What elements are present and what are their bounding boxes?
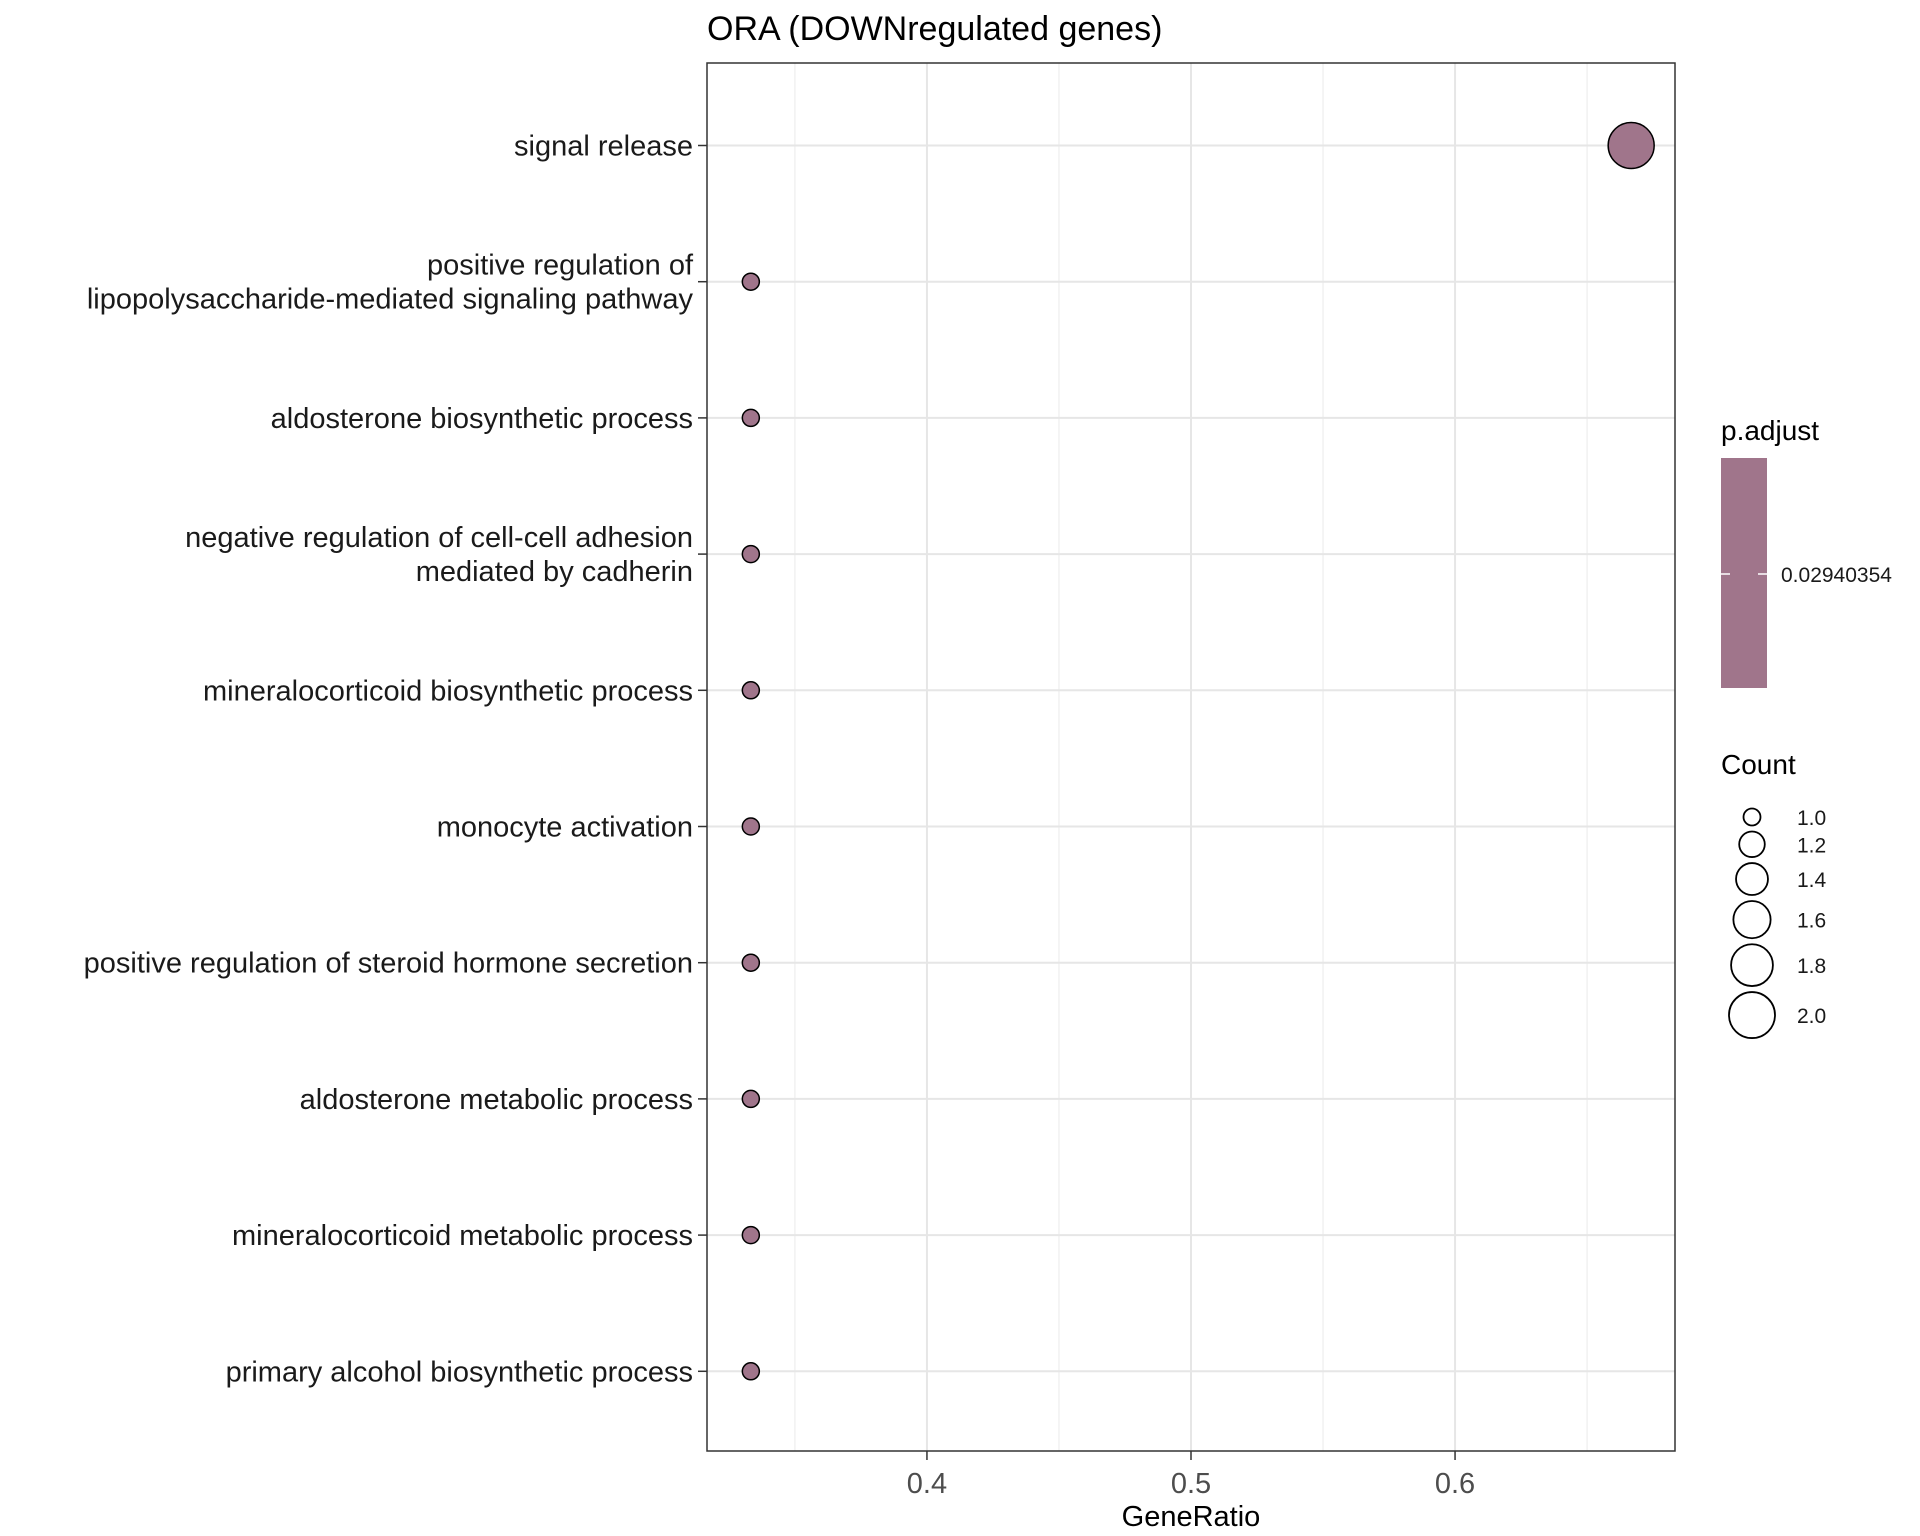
x-tick-label: 0.4 [907,1468,947,1500]
data-point [741,408,761,428]
y-tick-label: negative regulation of cell-cell adhesio… [185,522,693,554]
data-point [741,1225,761,1245]
grid [707,63,1675,1451]
size-legend-label: 1.2 [1797,834,1826,857]
size-legend-key [1728,991,1776,1039]
data-point [741,681,761,700]
size-legend-key [1742,807,1762,827]
y-tick-label: primary alcohol biosynthetic process [226,1356,693,1388]
y-tick-label: positive regulation of steroid hormone s… [84,948,693,980]
y-tick-label: aldosterone biosynthetic process [271,403,693,435]
chart-title: ORA (DOWNregulated genes) [707,10,1162,48]
size-legend-label: 1.8 [1797,955,1826,978]
color-legend-bar [1721,458,1767,688]
data-point [741,817,761,836]
size-legend-label: 2.0 [1797,1005,1826,1028]
size-legend: Count 1.0 1.2 1.4 1.6 1.8 2.0 [1721,749,1827,1039]
size-legend-key [1735,862,1769,896]
color-legend: p.adjust 0.02940354 [1721,415,1892,688]
y-tick-label: mineralocorticoid biosynthetic process [203,675,693,707]
y-tick-label: mineralocorticoid metabolic process [232,1220,693,1252]
y-tick-label: aldosterone metabolic process [300,1084,693,1116]
y-tick-label: signal release [514,131,693,163]
size-legend-key [1730,943,1774,987]
size-legend-key [1738,830,1766,858]
y-tick-label: mediated by cadherin [416,556,693,588]
y-tick-label: monocyte activation [437,812,693,844]
size-legend-label: 1.4 [1797,869,1827,892]
data-point [741,953,761,972]
x-tick-label: 0.5 [1171,1468,1211,1500]
color-legend-title: p.adjust [1721,415,1819,446]
data-point [741,272,761,291]
size-legend-label: 1.6 [1797,910,1826,933]
color-legend-value-label: 0.02940354 [1781,564,1892,587]
data-point [741,544,761,564]
y-tick-label: positive regulation of [427,250,694,282]
size-legend-key [1732,900,1772,940]
data-point [741,1362,761,1381]
size-legend-title: Count [1721,749,1796,780]
x-axis: 0.4 0.5 0.6 [907,1451,1475,1500]
data-points [741,121,1655,1381]
y-tick-label: lipopolysaccharide-mediated signaling pa… [87,284,694,316]
size-legend-label: 1.0 [1797,807,1826,830]
y-axis: signal release positive regulation oflipo… [84,131,707,1388]
x-tick-label: 0.6 [1435,1468,1475,1500]
data-point [741,1089,761,1109]
data-point [1607,121,1655,170]
x-axis-title: GeneRatio [1122,1501,1261,1533]
